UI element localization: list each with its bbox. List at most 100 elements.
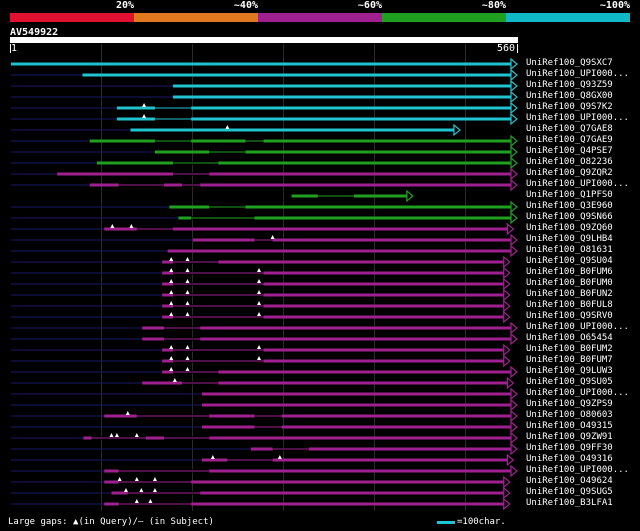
query-gap-icon — [185, 290, 190, 294]
hit-bar — [201, 458, 508, 462]
hit-bar — [192, 238, 511, 242]
query-gap-icon — [225, 125, 230, 129]
hit-label[interactable]: UniRef100_Q3E960 — [526, 201, 613, 211]
query-name: AV549922 — [10, 27, 59, 38]
query-gap-icon — [129, 224, 134, 228]
legend-segment — [258, 13, 382, 22]
hit-label[interactable]: UniRef100_Q4PSE7 — [526, 146, 613, 156]
hit-bar — [162, 348, 504, 352]
query-gap-icon — [210, 455, 215, 459]
hit-bar — [57, 172, 511, 176]
hit-label[interactable]: UniRef100_UPI000... — [526, 388, 629, 398]
hit-arrow-icon — [510, 101, 518, 115]
hit-arrow-icon — [453, 123, 461, 137]
hit-bar — [142, 381, 508, 385]
hit-label[interactable]: UniRef100_Q9ZQ60 — [526, 223, 613, 233]
hit-label[interactable]: UniRef100_Q9ZW91 — [526, 432, 613, 442]
query-gap-icon — [257, 268, 262, 272]
hit-arrow-icon — [506, 376, 515, 390]
hit-label[interactable]: UniRef100_Q7GAE9 — [526, 135, 613, 145]
query-gap-icon — [125, 411, 130, 415]
query-gap-icon — [185, 268, 190, 272]
hit-bar — [173, 84, 511, 88]
hit-bar — [116, 117, 511, 121]
hit-label[interactable]: UniRef100_Q7GAE8 — [526, 124, 613, 134]
hit-label[interactable]: UniRef100_B0FUL8 — [526, 300, 613, 310]
hit-arrow-icon — [510, 79, 518, 93]
hit-label[interactable]: UniRef100_Q9ZQR2 — [526, 168, 613, 178]
query-gap-icon — [169, 312, 174, 316]
hit-arrow-icon — [503, 497, 511, 511]
hit-label[interactable]: UniRef100_UPI000... — [526, 322, 629, 332]
hit-label[interactable]: UniRef100_Q9SRV0 — [526, 311, 613, 321]
hit-label[interactable]: UniRef100_O81631 — [526, 245, 613, 255]
hit-label[interactable]: UniRef100_O49624 — [526, 476, 613, 486]
hit-arrow-icon — [510, 211, 518, 225]
hit-label[interactable]: UniRef100_O49315 — [526, 421, 613, 431]
hit-label[interactable]: UniRef100_B0FUM6 — [526, 267, 613, 277]
hit-label[interactable]: UniRef100_Q93Z59 — [526, 80, 613, 90]
hit-label[interactable]: UniRef100_B3LFA1 — [526, 498, 613, 508]
hit-arrow-icon — [510, 244, 518, 258]
legend-segment — [506, 13, 630, 22]
hit-label[interactable]: UniRef100_Q1PFS0 — [526, 190, 613, 200]
query-gap-icon — [270, 235, 275, 239]
hit-bar — [178, 216, 511, 220]
hit-arrow-icon — [510, 233, 518, 247]
scale-bar-icon — [437, 520, 455, 524]
query-gap-icon — [169, 279, 174, 283]
hit-label[interactable]: UniRef100_Q9SXC7 — [526, 58, 613, 68]
hit-arrow-icon — [510, 332, 518, 346]
hit-bar — [162, 315, 504, 319]
hit-bar — [201, 425, 511, 429]
hit-label[interactable]: UniRef100_UPI000... — [526, 113, 629, 123]
hit-arrow-icon — [510, 57, 518, 71]
hit-bar — [162, 304, 504, 308]
hit-label[interactable]: UniRef100_UPI000... — [526, 465, 629, 475]
hit-label[interactable]: UniRef100_Q9SU04 — [526, 256, 613, 266]
hit-arrow-icon — [503, 475, 511, 489]
hit-bar — [104, 414, 511, 418]
hit-arrow-icon — [510, 321, 518, 335]
query-gap-icon — [185, 301, 190, 305]
query-gap-icon — [139, 488, 144, 492]
hit-label[interactable]: UniRef100_Q9LHB4 — [526, 234, 613, 244]
hit-label[interactable]: UniRef100_UPI000... — [526, 179, 629, 189]
hit-bar — [11, 62, 511, 66]
hit-label[interactable]: UniRef100_Q9FF30 — [526, 443, 613, 453]
legend-label: 20% — [115, 0, 134, 11]
legend-segment — [134, 13, 258, 22]
hit-label[interactable]: UniRef100_O80603 — [526, 410, 613, 420]
hit-arrow-icon — [510, 145, 518, 159]
hit-label[interactable]: UniRef100_Q9S7K2 — [526, 102, 613, 112]
hit-label[interactable]: UniRef100_Q9LUW3 — [526, 366, 613, 376]
hit-label[interactable]: UniRef100_B0FUM2 — [526, 344, 613, 354]
hit-label[interactable]: UniRef100_O49316 — [526, 454, 613, 464]
hit-label[interactable]: UniRef100_Q8GX00 — [526, 91, 613, 101]
hit-label[interactable]: UniRef100_B0FUN2 — [526, 289, 613, 299]
hit-label[interactable]: UniRef100_B0FUM0 — [526, 278, 613, 288]
query-gap-icon — [277, 455, 282, 459]
ruler-start-label: 1 — [11, 43, 18, 54]
ruler-tick-end — [517, 44, 518, 53]
legend-segment — [10, 13, 134, 22]
hit-arrow-icon — [510, 112, 518, 126]
hit-bar — [154, 150, 511, 154]
query-gap-icon — [185, 279, 190, 283]
hit-bar — [162, 282, 504, 286]
hit-arrow-icon — [510, 178, 518, 192]
hit-label[interactable]: UniRef100_Q9SN66 — [526, 212, 613, 222]
hit-label[interactable]: UniRef100_O65454 — [526, 333, 613, 343]
hit-label[interactable]: UniRef100_O82236 — [526, 157, 613, 167]
query-gap-icon — [185, 356, 190, 360]
hit-label[interactable]: UniRef100_B0FUM7 — [526, 355, 613, 365]
query-gap-icon — [185, 345, 190, 349]
hit-label[interactable]: UniRef100_UPI000... — [526, 69, 629, 79]
hit-label[interactable]: UniRef100_Q9ZPS9 — [526, 399, 613, 409]
hit-label[interactable]: UniRef100_Q9SU05 — [526, 377, 613, 387]
hit-bar — [104, 502, 504, 506]
query-gap-icon — [117, 477, 122, 481]
hit-label[interactable]: UniRef100_Q9SUG5 — [526, 487, 613, 497]
query-gap-icon — [134, 477, 139, 481]
hit-bar — [82, 73, 512, 77]
